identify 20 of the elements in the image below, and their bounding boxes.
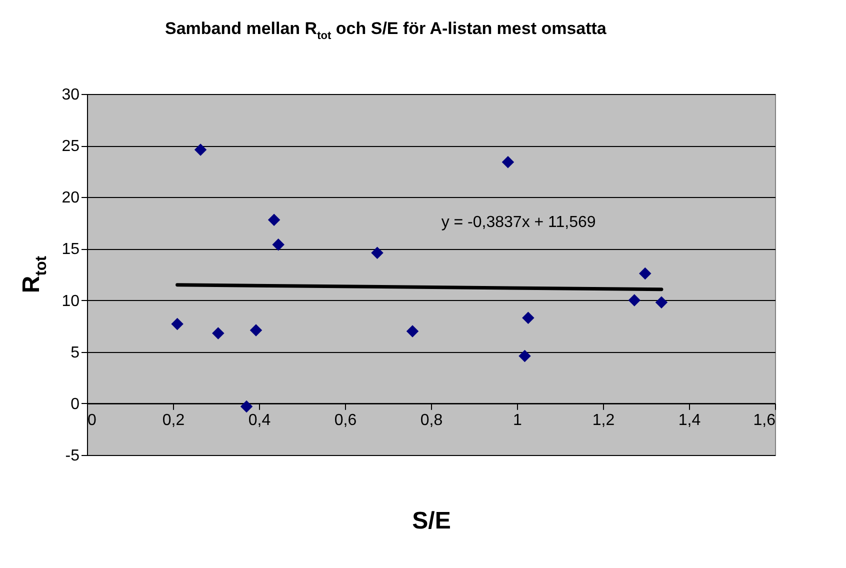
y-tick-label: -5 xyxy=(65,448,80,464)
y-tick-label: 5 xyxy=(70,344,80,362)
x-tick-label: 0,4 xyxy=(248,412,271,429)
x-axis-title: S/E xyxy=(412,508,451,534)
x-tick-label: 1,4 xyxy=(678,412,701,429)
y-tick-label: 15 xyxy=(62,241,80,258)
y-tick-label: 30 xyxy=(62,86,80,104)
y-tick-label: 25 xyxy=(62,138,80,156)
y-axis-title: Rtot xyxy=(18,256,50,294)
x-tick-label: 1,6 xyxy=(753,412,776,429)
x-tick-label: 1,2 xyxy=(592,412,615,429)
x-tick-label: 0 xyxy=(88,412,96,429)
y-tick-label: 10 xyxy=(62,292,80,310)
x-tick-label: 1 xyxy=(513,412,522,429)
x-tick-label: 0,6 xyxy=(334,412,357,429)
x-tick-label: 0,2 xyxy=(162,412,185,429)
y-tick-label: 0 xyxy=(70,396,80,413)
annotation: y = -0,3837x + 11,569 xyxy=(441,214,596,232)
y-tick-label: 20 xyxy=(62,190,80,207)
x-tick-label: 0,8 xyxy=(420,412,443,429)
